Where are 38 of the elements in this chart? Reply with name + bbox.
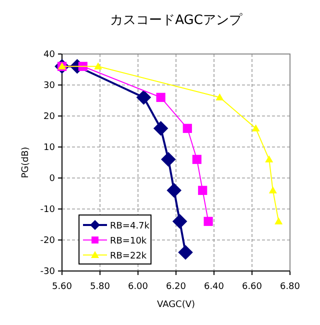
legend-label: RB=10k — [110, 236, 148, 246]
y-tick-label: 20 — [44, 112, 56, 122]
point — [166, 183, 182, 198]
y-axis-title: PG(dB) — [21, 146, 31, 178]
x-tick-label: 6.40 — [204, 282, 224, 292]
point — [198, 186, 208, 195]
point — [153, 121, 168, 136]
x-tick-label: 5.80 — [90, 282, 110, 292]
x-tick-label: 5.60 — [52, 282, 72, 292]
legend-label: RB=4.7k — [110, 222, 150, 232]
y-tick-label: 40 — [44, 50, 56, 60]
point — [265, 155, 274, 162]
point — [136, 90, 152, 105]
y-tick-label: 30 — [44, 81, 56, 91]
point — [274, 217, 283, 224]
y-tick-label: 10 — [44, 143, 56, 153]
y-tick-label: -10 — [40, 205, 56, 215]
y-tick-label: -20 — [40, 236, 56, 246]
point — [178, 245, 193, 260]
y-tick-label: -30 — [40, 267, 56, 277]
point — [156, 92, 166, 102]
x-tick-label: 6.80 — [280, 282, 300, 292]
x-tick-label: 6.00 — [128, 282, 148, 292]
point — [161, 152, 176, 167]
chart-title: カスコードAGCアンプ — [110, 13, 243, 28]
point — [172, 214, 188, 229]
legend-label: RB=22k — [110, 252, 148, 262]
point — [182, 124, 192, 133]
point — [204, 216, 213, 226]
x-tick-label: 6.20 — [166, 282, 186, 292]
point — [216, 93, 224, 100]
point — [192, 154, 202, 164]
point — [268, 186, 277, 194]
point — [252, 124, 260, 132]
x-axis-title: VAGC(V) — [156, 300, 196, 310]
y-tick-label: 0 — [49, 174, 56, 184]
x-tick-label: 6.60 — [242, 282, 262, 292]
point — [94, 62, 102, 70]
